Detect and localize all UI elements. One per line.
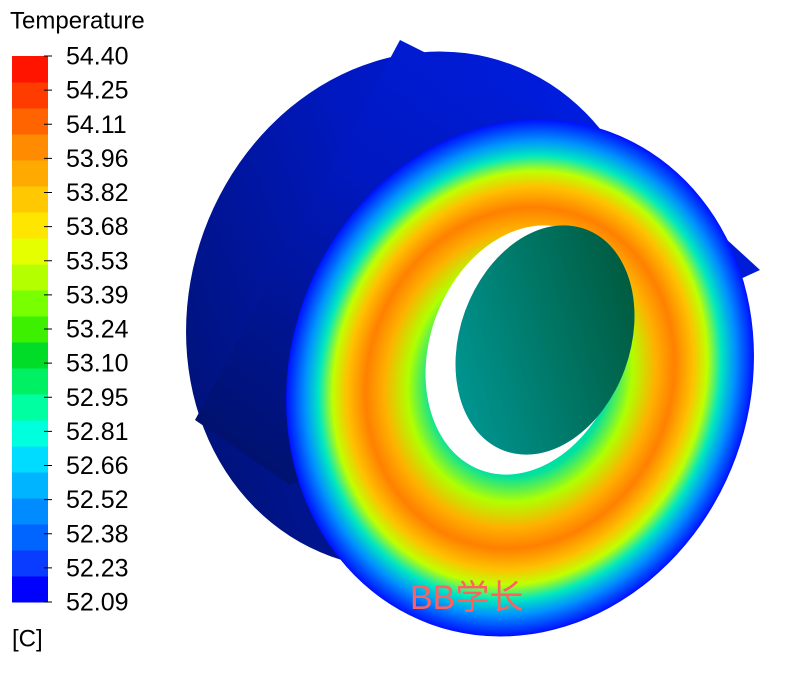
color-band [12, 186, 48, 213]
legend-label: 52.81 [66, 418, 129, 446]
legend-label: 53.53 [66, 247, 129, 275]
color-band [12, 160, 48, 187]
color-bar: 54.40 54.25 54.11 53.96 53.82 53.68 53.53 53.39… [12, 43, 129, 617]
color-band [12, 134, 48, 161]
legend-label: 52.52 [66, 486, 129, 514]
legend-label: 52.38 [66, 520, 129, 548]
legend-label: 52.66 [66, 452, 129, 480]
legend-label: 52.09 [66, 589, 129, 617]
legend-unit: [C] [12, 625, 43, 652]
color-band [12, 108, 48, 135]
legend-label: 52.95 [66, 384, 129, 412]
color-band [12, 290, 48, 317]
ring-body [186, 40, 760, 637]
legend-label: 54.11 [66, 111, 127, 139]
color-band [12, 524, 48, 551]
legend-label: 53.68 [66, 213, 129, 241]
legend-label: 53.82 [66, 179, 129, 207]
legend-label: 54.40 [66, 43, 129, 71]
color-band [12, 212, 48, 239]
color-band [12, 576, 48, 603]
color-band [12, 446, 48, 473]
color-band [12, 56, 48, 83]
legend-label: 52.23 [66, 554, 129, 582]
color-band [12, 316, 48, 343]
legend-label: 53.10 [66, 350, 129, 378]
legend-title: Temperature [10, 7, 145, 34]
legend-label: 53.39 [66, 281, 129, 309]
legend-label: 54.25 [66, 77, 129, 105]
watermark: BB学长 [410, 579, 523, 617]
color-band [12, 82, 48, 109]
color-band [12, 550, 48, 577]
color-band [12, 368, 48, 395]
legend-label: 53.96 [66, 145, 129, 173]
color-band [12, 238, 48, 265]
color-band [12, 394, 48, 421]
color-band [12, 498, 48, 525]
legend-label: 53.24 [66, 316, 129, 344]
color-band [12, 420, 48, 447]
color-band [12, 264, 48, 291]
color-band [12, 342, 48, 369]
color-band [12, 472, 48, 499]
